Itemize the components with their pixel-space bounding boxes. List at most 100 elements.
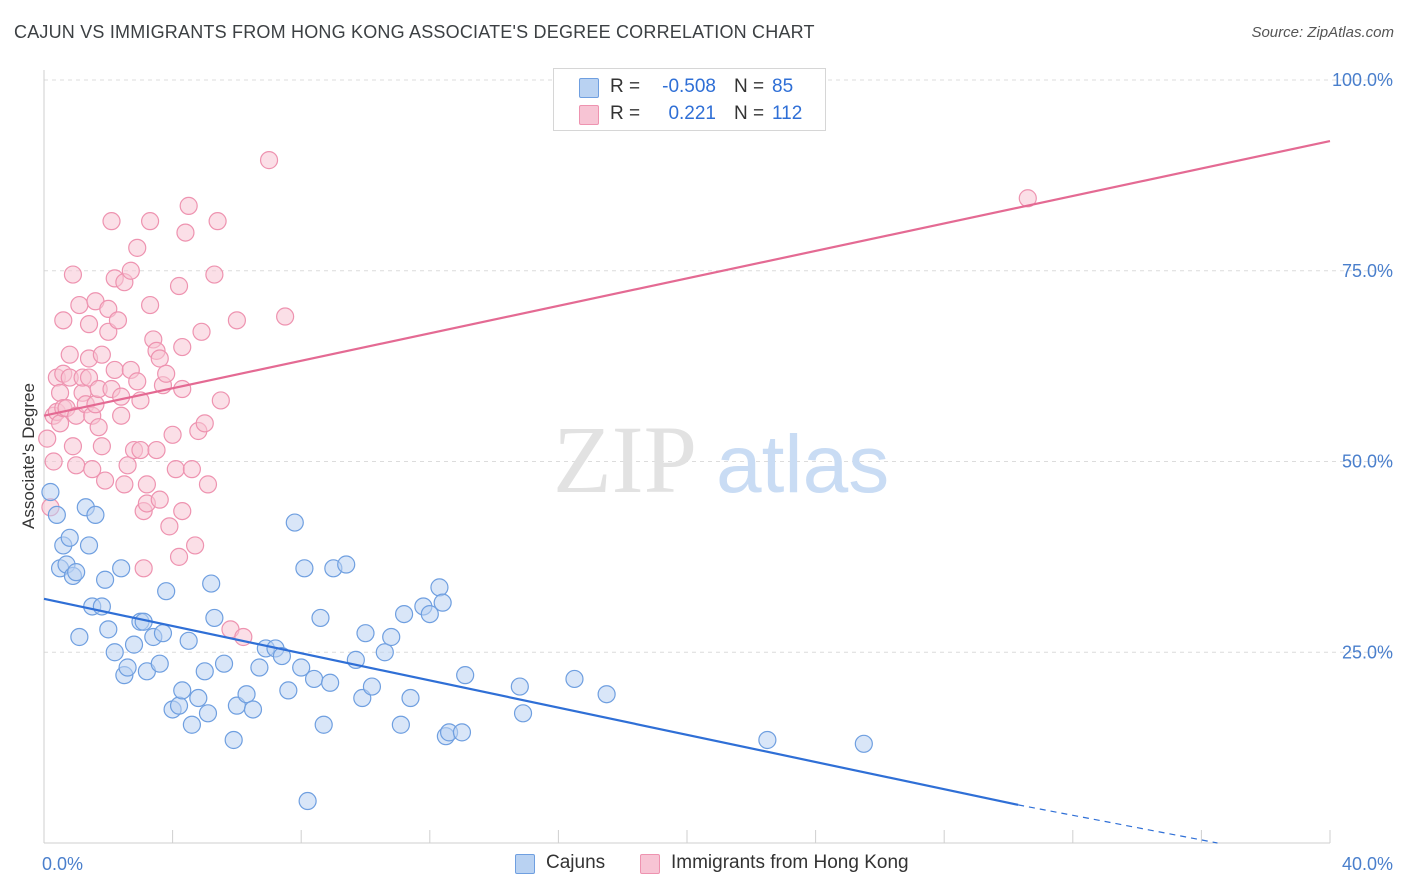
cajun-point bbox=[285, 513, 304, 532]
cajun-point bbox=[79, 536, 99, 555]
hong-kong-point bbox=[227, 311, 246, 330]
hong-kong-point bbox=[115, 475, 134, 494]
y-tick-label: 25.0% bbox=[1342, 642, 1393, 662]
cajun-point bbox=[202, 574, 221, 593]
cajun-point bbox=[157, 582, 176, 601]
hong-kong-point bbox=[166, 460, 185, 479]
cajuns-trend-line bbox=[43, 597, 1019, 806]
cajun-point bbox=[298, 791, 317, 811]
cajun-point bbox=[153, 624, 173, 643]
hong-kong-point bbox=[121, 261, 140, 280]
hong-kong-point bbox=[198, 475, 218, 494]
hong-kong-point bbox=[63, 265, 83, 284]
cajun-point bbox=[375, 643, 394, 662]
cajun-point bbox=[99, 620, 118, 639]
hong-kong-point bbox=[176, 223, 195, 242]
cajun-point bbox=[304, 669, 324, 689]
cajun-point bbox=[356, 624, 375, 643]
hong-kong-point bbox=[137, 475, 156, 494]
grid-lines bbox=[44, 79, 1392, 653]
hong-kong-point bbox=[50, 414, 70, 433]
cajun-point bbox=[854, 734, 873, 753]
hong-kong-point bbox=[157, 364, 176, 383]
hong-kong-point bbox=[173, 501, 192, 521]
hong-kong-point bbox=[208, 212, 227, 231]
cajun-point bbox=[86, 505, 105, 525]
cajun-point bbox=[179, 631, 198, 650]
legend-row-hong-kong: R = 0.221 N = 112 bbox=[554, 101, 825, 127]
hong-kong-point bbox=[163, 425, 182, 444]
cajun-point bbox=[112, 559, 131, 578]
cajun-point bbox=[382, 627, 401, 647]
hong-kong-point bbox=[211, 391, 230, 410]
cajun-point bbox=[60, 528, 79, 547]
hong-kong-point bbox=[89, 418, 108, 437]
hong-kong-trend-line bbox=[43, 139, 1331, 417]
cajun-point bbox=[105, 643, 124, 662]
hong-kong-point bbox=[102, 212, 121, 231]
cajun-point bbox=[314, 715, 333, 734]
legend-n-value: 112 bbox=[772, 103, 803, 124]
cajun-point bbox=[189, 688, 208, 708]
hong-kong-point bbox=[182, 460, 201, 479]
hong-kong-point bbox=[192, 322, 211, 341]
cajun-point bbox=[205, 608, 224, 628]
cajun-point bbox=[195, 662, 214, 681]
cajun-point bbox=[452, 723, 472, 742]
hong-kong-point bbox=[169, 547, 189, 566]
y-tick-label: 75.0% bbox=[1342, 261, 1393, 281]
hong-kong-point bbox=[1018, 189, 1037, 208]
cajun-point bbox=[272, 646, 292, 666]
cajun-point bbox=[124, 635, 144, 654]
cajun-point bbox=[391, 715, 410, 734]
y-tick-label: 50.0% bbox=[1342, 452, 1393, 472]
cajun-point bbox=[250, 658, 269, 677]
hong-kong-point bbox=[131, 440, 150, 460]
hong-kong-point bbox=[92, 345, 111, 364]
cajun-point bbox=[597, 685, 616, 704]
bottom-legend-label: Cajuns bbox=[546, 852, 606, 873]
cajun-point bbox=[292, 658, 311, 677]
cajun-point bbox=[41, 482, 60, 502]
legend-r-label: R = bbox=[610, 103, 641, 124]
trend-lines bbox=[43, 139, 1331, 844]
cajun-point bbox=[513, 704, 533, 723]
y-tick-label: 100.0% bbox=[1332, 70, 1393, 90]
cajun-point bbox=[237, 685, 256, 704]
hong-kong-point bbox=[50, 383, 70, 402]
hong-kong-point bbox=[140, 212, 160, 231]
hong-kong-point bbox=[79, 315, 99, 334]
hong-kong-point bbox=[83, 460, 102, 479]
hong-kong-point bbox=[205, 265, 224, 284]
hong-kong-point bbox=[112, 406, 131, 425]
bottom-legend-label: Immigrants from Hong Kong bbox=[671, 852, 909, 873]
hong-kong-point bbox=[160, 517, 179, 536]
hong-kong-point bbox=[92, 437, 111, 456]
hong-kong-point bbox=[179, 196, 198, 215]
hong-kong-point bbox=[128, 372, 147, 391]
source-label: Source: ZipAtlas.com bbox=[1251, 24, 1394, 41]
cajun-point bbox=[173, 681, 192, 700]
cajun-point bbox=[433, 593, 452, 612]
hong-kong-point bbox=[140, 295, 160, 315]
hong-kong-point bbox=[118, 456, 137, 475]
cajun-point bbox=[198, 704, 218, 723]
hong-kong-point bbox=[195, 414, 214, 433]
cajun-point bbox=[214, 654, 234, 673]
cajun-point bbox=[321, 673, 340, 692]
y-tick-labels: 25.0% 50.0% 75.0% 100.0% bbox=[1332, 70, 1393, 662]
x-tick-label-min: 0.0% bbox=[42, 854, 83, 874]
y-axis-label: Associate's Degree bbox=[19, 383, 38, 529]
chart-title: CAJUN VS IMMIGRANTS FROM HONG KONG ASSOC… bbox=[14, 22, 815, 42]
hong-kong-point bbox=[105, 360, 124, 380]
cajun-point bbox=[565, 669, 584, 689]
hong-kong-point bbox=[63, 437, 83, 456]
hong-kong-point bbox=[67, 456, 86, 475]
cajun-point bbox=[150, 654, 169, 673]
hong-kong-point bbox=[60, 345, 79, 364]
cajun-point bbox=[394, 604, 414, 624]
cajun-point bbox=[67, 563, 86, 582]
hong-kong-point bbox=[54, 311, 73, 330]
hong-kong-point bbox=[112, 387, 131, 406]
